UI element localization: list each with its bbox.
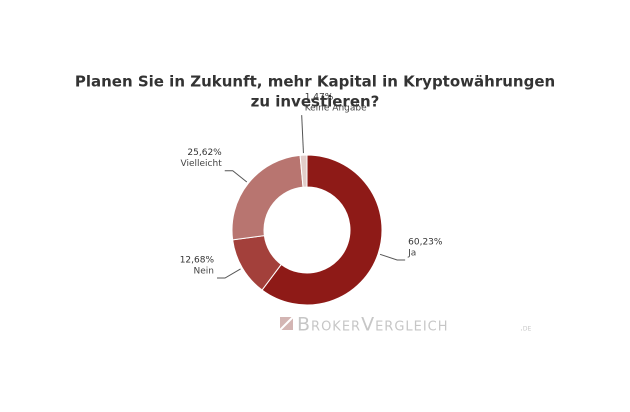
donut-slice (299, 154, 308, 188)
chart-title: zu investieren? (251, 93, 380, 111)
watermark-text: BrokerVergleich (297, 314, 449, 336)
value-label: 25,62% (187, 148, 222, 158)
category-label: Vielleicht (181, 159, 223, 169)
watermark: BrokerVergleich .de (279, 314, 531, 336)
leader-line (224, 170, 248, 183)
category-label: Keine Angabe (305, 104, 367, 114)
chart-title: Planen Sie in Zukunft, mehr Kapital in K… (75, 73, 555, 91)
watermark-suffix: .de (520, 324, 531, 334)
donut-slice (231, 154, 304, 241)
leader-line (379, 253, 406, 261)
value-label: 1,47% (305, 93, 334, 103)
watermark-logo (279, 316, 294, 331)
value-label: 12,68% (180, 255, 215, 265)
leader-line (301, 115, 304, 154)
category-label: Nein (194, 266, 214, 276)
leader-line (217, 268, 241, 279)
value-label: 60,23% (408, 238, 443, 248)
donut-slice (261, 154, 383, 306)
category-label: Ja (407, 249, 416, 259)
